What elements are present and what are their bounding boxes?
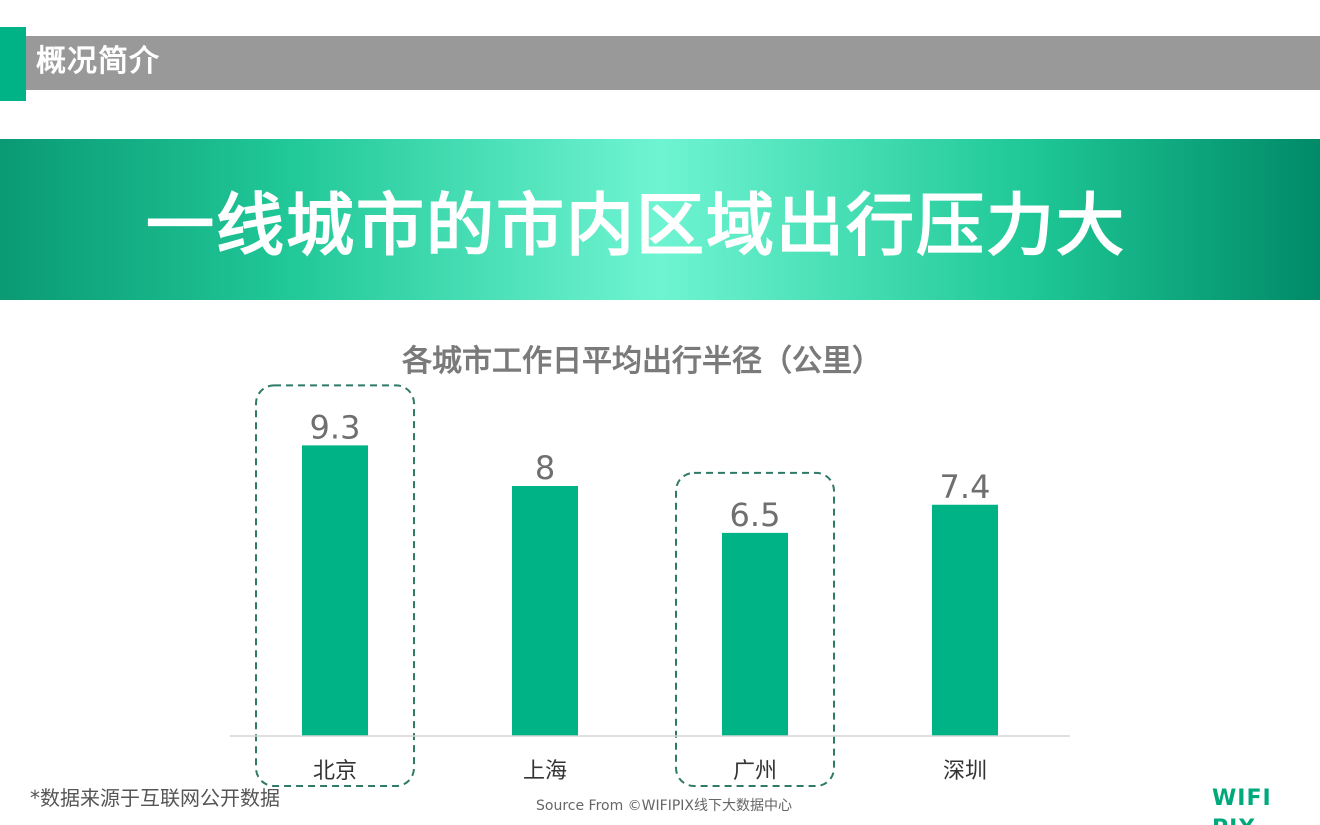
- chart-title: 各城市工作日平均出行半径（公里）: [402, 344, 882, 379]
- bar-2: [722, 532, 788, 736]
- section-header-bar: [26, 36, 1320, 90]
- value-label-3: 7.4: [940, 468, 991, 506]
- value-label-1: 8: [535, 449, 555, 487]
- category-label-0: 北京: [313, 759, 357, 784]
- source-credit: Source From ©WIFIPIX线下大数据中心: [536, 798, 792, 814]
- data-footnote: *数据来源于互联网公开数据: [30, 786, 280, 810]
- bar-3: [932, 504, 998, 736]
- highlight-frame-2: [675, 471, 835, 787]
- category-label-1: 上海: [523, 759, 567, 784]
- bar-0: [302, 445, 368, 736]
- value-label-2: 6.5: [730, 496, 781, 534]
- category-label-2: 广州: [733, 759, 777, 784]
- headline-banner: [0, 139, 1320, 300]
- section-accent-bar: [0, 27, 26, 101]
- category-label-3: 深圳: [943, 759, 987, 784]
- bar-1: [512, 486, 578, 736]
- value-label-0: 9.3: [310, 408, 361, 446]
- brand-logo: WIFI PIX: [1212, 786, 1272, 825]
- section-title: 概况简介: [36, 44, 160, 79]
- headline-title: 一线城市的市内区域出行压力大: [145, 187, 1126, 266]
- highlight-frame-0: [255, 384, 415, 787]
